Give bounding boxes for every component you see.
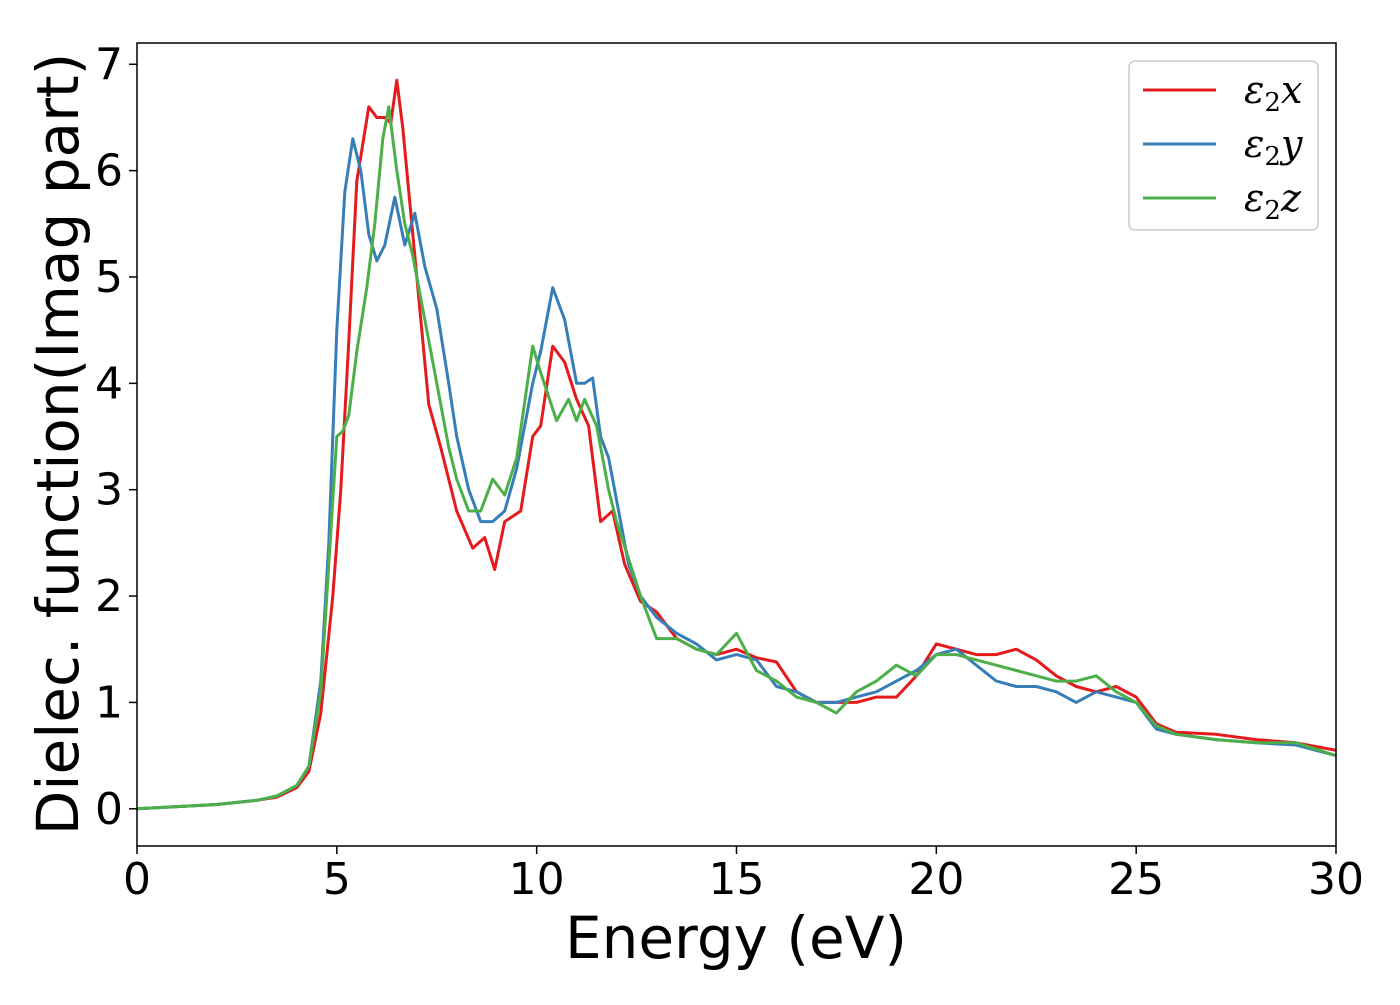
y-tick-label: 2 [95,571,123,622]
y-tick-label: 5 [95,252,123,303]
series-line-z [137,105,1336,811]
legend-box [1128,60,1319,231]
series-line-y [137,137,1336,811]
y-tick-label: 1 [95,677,123,728]
series-line-x [137,78,1336,811]
x-tick-label: 0 [123,854,151,905]
legend-label-x: ε2x [1244,68,1302,118]
y-tick-label: 7 [95,39,123,90]
y-tick-label: 4 [95,358,123,409]
y-tick-label: 6 [95,146,123,197]
x-tick-label: 15 [709,854,765,905]
x-axis-label: Energy (eV) [565,904,907,972]
x-tick-label: 25 [1108,854,1164,905]
x-tick-label: 10 [509,854,565,905]
y-axis: 0 1 2 3 4 5 6 7 [95,39,137,835]
legend-label-z: ε2z [1244,176,1302,226]
y-axis-label: Dielec. function(Imag part) [24,53,92,836]
x-tick-label: 20 [908,854,964,905]
legend-label-y: ε2y [1244,122,1303,172]
series-layer [137,78,1336,811]
y-tick-label: 3 [95,465,123,516]
y-tick-label: 0 [95,784,123,835]
x-tick-label: 5 [323,854,351,905]
x-tick-label: 30 [1308,854,1364,905]
x-axis: 0 5 10 15 20 25 30 [123,846,1364,905]
